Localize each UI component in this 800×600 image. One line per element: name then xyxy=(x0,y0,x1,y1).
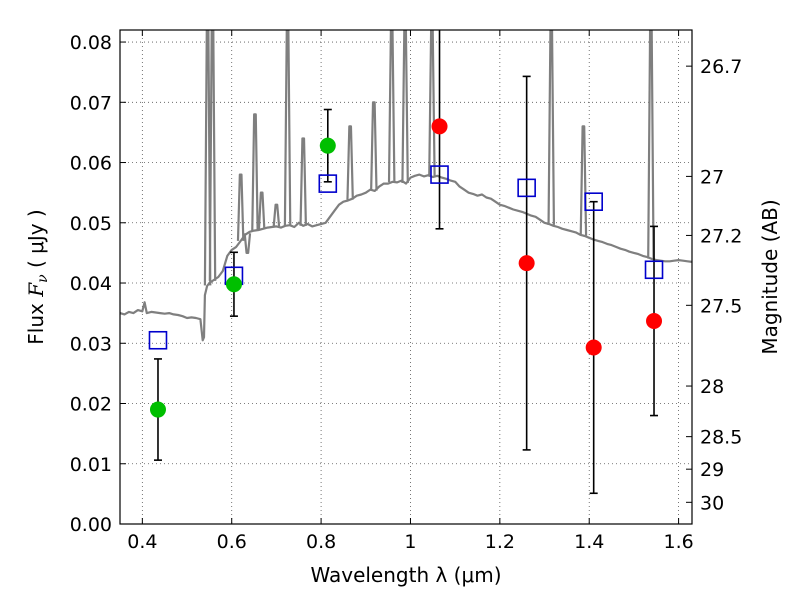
y-tick-label: 0.02 xyxy=(70,394,112,416)
observed-flux-point xyxy=(518,255,535,272)
y-axis-title-symbol: F xyxy=(24,282,48,298)
emission-line xyxy=(208,30,217,281)
y2-tick-label: 27 xyxy=(700,166,724,188)
y-tick-label: 0.08 xyxy=(70,32,112,54)
model-photometry-square xyxy=(517,178,536,198)
y2-tick-label: 30 xyxy=(700,492,724,514)
emission-line xyxy=(428,30,436,177)
emission-line xyxy=(547,30,556,225)
y2-tick-label: 26.7 xyxy=(700,56,742,78)
y-tick-label: 0.03 xyxy=(70,333,112,355)
y-tick-label: 0.05 xyxy=(70,213,112,235)
x-tick-label: 1.6 xyxy=(663,531,693,553)
model-photometry-square xyxy=(584,192,603,211)
y2-tick-label: 29 xyxy=(700,459,724,481)
emission-line xyxy=(579,125,588,236)
emission-line xyxy=(299,137,307,226)
y2-tick-label: 27.5 xyxy=(700,295,742,317)
x-tick-label: 0.4 xyxy=(127,531,157,553)
emission-line xyxy=(346,125,354,200)
x-tick-label: 1.2 xyxy=(485,531,515,553)
x-tick-label: 0.8 xyxy=(306,531,336,553)
emission-line xyxy=(243,233,252,255)
observed-flux-point xyxy=(225,276,242,293)
x-tick-label: 0.6 xyxy=(217,531,247,553)
y-tick-label: 0.04 xyxy=(70,273,112,295)
observed-flux-point xyxy=(149,401,166,418)
x-axis-title: Wavelength λ (μm) xyxy=(310,563,501,587)
y2-tick-label: 28.5 xyxy=(700,427,742,449)
model-photometry-square xyxy=(148,330,168,350)
emission-line xyxy=(647,30,655,259)
model-photometry-square xyxy=(644,260,664,280)
y-tick-label: 0.07 xyxy=(70,92,112,114)
y2-tick-label: 27.2 xyxy=(700,225,742,247)
y-axis-title-prefix: Flux xyxy=(24,297,48,345)
observed-flux-point xyxy=(319,137,336,154)
y-tick-label: 0.01 xyxy=(70,454,112,476)
emission-line xyxy=(401,30,409,184)
x-tick-label: 1 xyxy=(404,531,416,553)
observed-flux-point xyxy=(431,118,448,135)
y-axis-title-suffix: ( μJy ) xyxy=(24,209,48,274)
plot-area xyxy=(120,30,692,495)
y2-axis-title: Magnitude (AB) xyxy=(758,199,782,354)
emission-line xyxy=(272,203,281,227)
emission-line xyxy=(203,30,212,286)
plot-frame xyxy=(119,29,693,525)
emission-line xyxy=(283,30,292,226)
y-axis-title: Flux Fν ( μJy ) xyxy=(24,209,51,344)
axis-ticks: 0.4 0.6 0.8 1 1.2 1.4 1.6 0.00 0.01 0.02 0.03 0.04 0… xyxy=(70,30,742,553)
emission-line xyxy=(251,113,259,231)
emission-line xyxy=(387,30,396,183)
model-photometry-square xyxy=(318,174,338,193)
observed-flux-point xyxy=(646,312,663,329)
emission-line xyxy=(370,101,378,191)
y-tick-label: 0.06 xyxy=(70,153,112,175)
emission-line xyxy=(236,173,245,241)
x-tick-label: 1.4 xyxy=(574,531,604,553)
y-tick-label: 0.00 xyxy=(70,514,112,536)
y-axis-title-subscript: ν xyxy=(35,274,51,283)
model-photometry-square xyxy=(430,165,449,184)
y2-tick-label: 28 xyxy=(700,376,724,398)
observed-flux-point xyxy=(585,339,602,356)
emission-line xyxy=(257,191,266,230)
